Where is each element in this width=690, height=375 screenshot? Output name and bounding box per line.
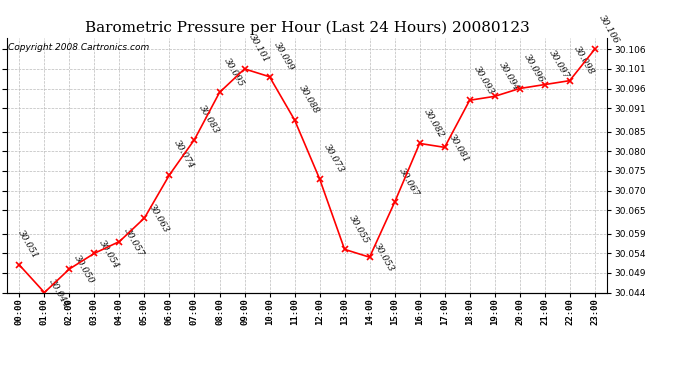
Title: Barometric Pressure per Hour (Last 24 Hours) 20080123: Barometric Pressure per Hour (Last 24 Ho… xyxy=(85,21,529,35)
Text: 30.082: 30.082 xyxy=(422,107,446,139)
Text: 30.098: 30.098 xyxy=(573,45,596,76)
Text: 30.081: 30.081 xyxy=(447,132,471,164)
Text: 30.050: 30.050 xyxy=(72,254,96,286)
Text: 30.094: 30.094 xyxy=(497,60,521,92)
Text: 30.067: 30.067 xyxy=(397,166,421,198)
Text: 30.074: 30.074 xyxy=(172,139,196,171)
Text: 30.101: 30.101 xyxy=(247,33,271,65)
Text: 30.055: 30.055 xyxy=(347,213,371,245)
Text: 30.096: 30.096 xyxy=(522,53,546,84)
Text: 30.044: 30.044 xyxy=(47,277,71,309)
Text: 30.097: 30.097 xyxy=(547,48,571,80)
Text: 30.063: 30.063 xyxy=(147,203,171,235)
Text: 30.093: 30.093 xyxy=(473,64,496,96)
Text: 30.099: 30.099 xyxy=(273,40,296,73)
Text: 30.053: 30.053 xyxy=(373,242,396,274)
Text: 30.051: 30.051 xyxy=(17,229,40,261)
Text: Copyright 2008 Cartronics.com: Copyright 2008 Cartronics.com xyxy=(8,43,149,52)
Text: 30.095: 30.095 xyxy=(222,56,246,88)
Text: 30.057: 30.057 xyxy=(122,226,146,258)
Text: 30.106: 30.106 xyxy=(598,13,621,45)
Text: 30.054: 30.054 xyxy=(97,238,121,270)
Text: 30.083: 30.083 xyxy=(197,104,221,135)
Text: 30.073: 30.073 xyxy=(322,142,346,175)
Text: 30.088: 30.088 xyxy=(297,84,321,116)
